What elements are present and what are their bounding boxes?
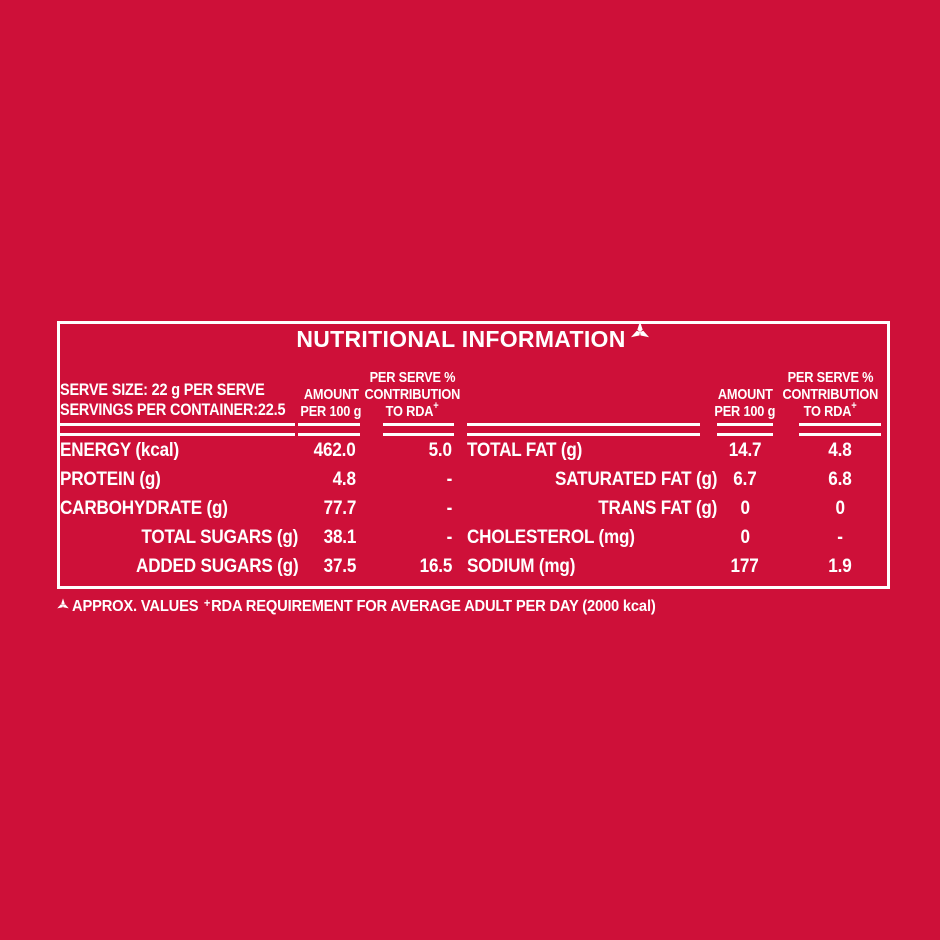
rda-value: 1.9	[828, 555, 852, 577]
nutrient-label: ENERGY (kcal)	[60, 439, 179, 461]
amount-value: 177	[730, 555, 759, 577]
amount-value: 38.1	[323, 526, 356, 548]
rda-plus-sup: +	[433, 400, 439, 412]
amount-value: 0	[740, 526, 750, 548]
panel-title-row: NUTRITIONAL INFORMATION	[60, 321, 887, 353]
rda-value: 4.8	[828, 439, 852, 461]
header-rule	[60, 420, 298, 436]
amount-value: 14.7	[728, 439, 762, 461]
header-rule	[298, 420, 364, 436]
amount-value: 462.0	[314, 439, 356, 461]
column-gap	[460, 360, 467, 420]
nutrition-table: SERVE SIZE: 22 g PER SERVE SERVINGS PER …	[60, 360, 887, 581]
serve-size-header: SERVE SIZE: 22 g PER SERVE SERVINGS PER …	[60, 360, 298, 420]
three-pointed-star-icon	[57, 598, 69, 609]
rda-value: 0	[835, 497, 845, 519]
header-rule	[773, 420, 887, 436]
amount-value: 6.7	[733, 468, 757, 490]
rda-value: 5.0	[428, 439, 452, 461]
nutrient-label: CHOLESTEROL (mg)	[467, 526, 635, 548]
nutrient-label: TOTAL SUGARS (g)	[141, 526, 298, 548]
header-rule	[467, 420, 717, 436]
rda-header-right: PER SERVE % CONTRIBUTION TO RDA+	[782, 369, 878, 420]
panel-title: NUTRITIONAL INFORMATION	[296, 326, 626, 352]
amount-header-right: AMOUNT PER 100 g	[714, 386, 776, 420]
rda-value: -	[446, 497, 452, 519]
rda-value: -	[446, 526, 452, 548]
header-rule	[364, 420, 460, 436]
rda-value: -	[837, 526, 843, 548]
footnote: APPROX. VALUES +RDA REQUIREMENT FOR AVERA…	[56, 597, 706, 616]
amount-value: 0	[740, 497, 750, 519]
right-label-header-empty	[467, 360, 717, 420]
nutrient-label: TOTAL FAT (g)	[467, 439, 583, 461]
nutrient-label: PROTEIN (g)	[60, 468, 161, 490]
nutrient-label: TRANS FAT (g)	[598, 497, 717, 519]
amount-value: 37.5	[323, 555, 356, 577]
rda-value: -	[446, 468, 452, 490]
footnote-rda: RDA REQUIREMENT FOR AVERAGE ADULT PER DA…	[211, 598, 656, 615]
header-rule	[717, 420, 773, 436]
nutrient-label: SODIUM (mg)	[467, 555, 576, 577]
footnote-plus-sup: +	[203, 595, 211, 610]
nutrition-panel: NUTRITIONAL INFORMATION SERVE SIZE: 22 g…	[57, 321, 890, 589]
servings-line: SERVINGS PER CONTAINER:22.5	[60, 400, 286, 419]
amount-value: 4.8	[332, 468, 356, 490]
rda-plus-sup: +	[851, 400, 857, 412]
amount-value: 77.7	[323, 497, 356, 519]
three-pointed-star-icon	[630, 321, 649, 338]
footnote-approx: APPROX. VALUES	[72, 598, 199, 615]
rda-header-left: PER SERVE % CONTRIBUTION TO RDA+	[364, 369, 460, 420]
nutrient-label: ADDED SUGARS (g)	[135, 555, 299, 577]
rda-value: 16.5	[419, 555, 452, 577]
nutrient-label: SATURATED FAT (g)	[554, 468, 717, 490]
nutrient-label: CARBOHYDRATE (g)	[60, 497, 228, 519]
amount-header-left: AMOUNT PER 100 g	[300, 386, 362, 420]
rda-value: 6.8	[828, 468, 852, 490]
serve-size-line: SERVE SIZE: 22 g PER SERVE	[60, 380, 265, 399]
